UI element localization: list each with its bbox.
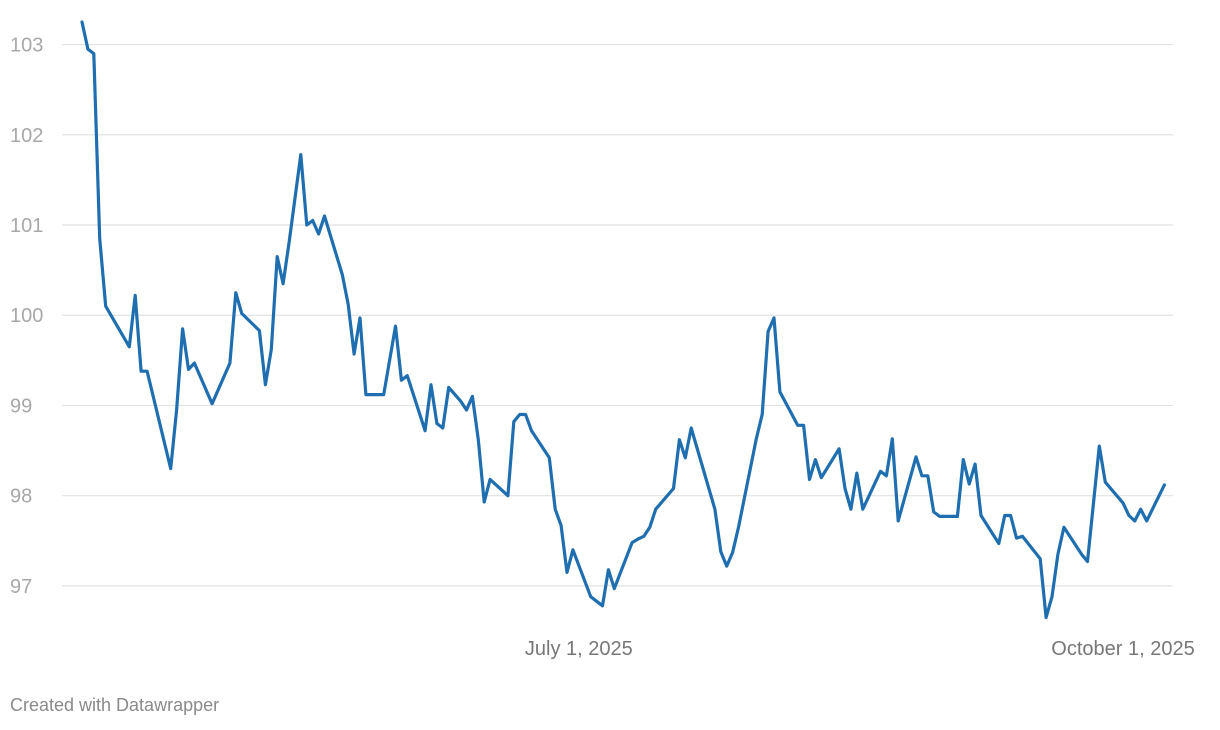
y-tick-label-100: 100 <box>10 305 43 327</box>
y-tick-label-101: 101 <box>10 215 43 237</box>
series-line-0 <box>80 20 1167 620</box>
y-axis: 97 98 99 100 101 102 103 <box>10 35 43 598</box>
datawrapper-credit: Created with Datawrapper <box>10 695 220 715</box>
x-axis: July 1, 2025 October 1, 2025 <box>525 638 1195 660</box>
line-chart: 97 98 99 100 101 102 103 July 1, 2025 October 1… <box>10 20 1195 660</box>
y-tick-label-97: 97 <box>10 576 32 598</box>
y-tick-label-98: 98 <box>10 486 32 508</box>
y-tick-label-102: 102 <box>10 125 43 147</box>
y-tick-label-103: 103 <box>10 35 43 57</box>
x-tick-label-1: October 1, 2025 <box>1051 638 1194 660</box>
x-tick-label-0: July 1, 2025 <box>525 638 633 660</box>
y-tick-label-99: 99 <box>10 395 32 417</box>
series-lines <box>80 20 1167 620</box>
gridlines <box>62 43 1173 587</box>
